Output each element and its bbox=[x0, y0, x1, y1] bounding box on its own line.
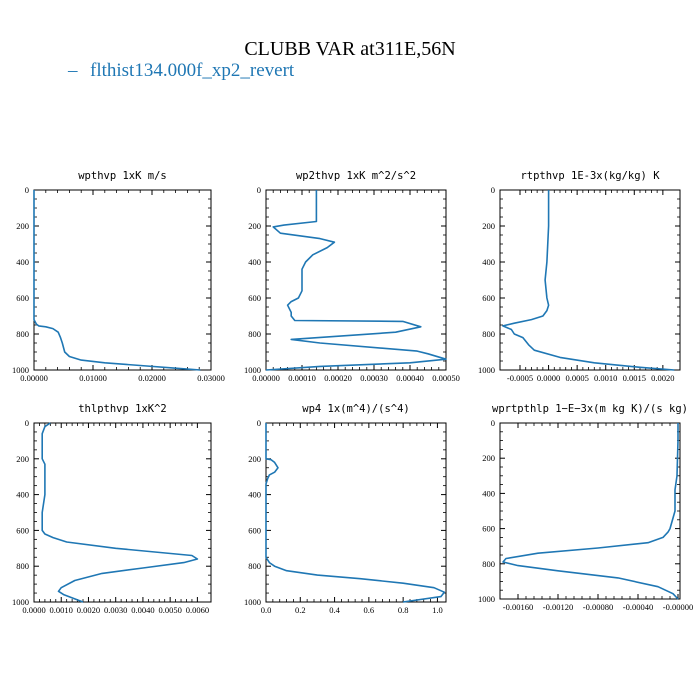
panel-title: wp2thvp 1xK m^2/s^2 bbox=[296, 170, 416, 182]
x-tick-label: -0.00000 bbox=[663, 602, 693, 612]
panel-0: wpthvp 1xK m/s 0.00000 0.01000 0.02000 0.030… bbox=[12, 170, 225, 383]
y-tick-label: 200 bbox=[248, 454, 261, 464]
x-tick-label: 1.0 bbox=[432, 605, 443, 615]
panel-title: wpthvp 1xK m/s bbox=[78, 170, 167, 182]
x-tick-label: 0.00040 bbox=[396, 373, 424, 383]
x-tick-label: 0.0010 bbox=[594, 373, 617, 383]
y-tick-label: 600 bbox=[248, 525, 261, 535]
x-tick-label: 0.00000 bbox=[252, 373, 280, 383]
plot-frame bbox=[265, 422, 447, 603]
x-tick-label: -0.0005 bbox=[507, 373, 533, 383]
y-tick-label: 1000 bbox=[478, 594, 495, 604]
y-tick-label: 200 bbox=[16, 454, 29, 464]
y-tick-label: 0 bbox=[25, 185, 29, 195]
y-tick-label: 600 bbox=[16, 293, 29, 303]
x-tick-label: -0.00160 bbox=[503, 602, 533, 612]
x-tick-label: 0.0020 bbox=[77, 605, 100, 615]
x-tick-label: 0.8 bbox=[398, 605, 409, 615]
legend: – flthist134.000f_xp2_revert bbox=[67, 60, 295, 81]
x-tick-label: 0.00030 bbox=[360, 373, 388, 383]
panel-2: rtpthvp 1E-3x(kg/kg) K -0.0005 0.0000 0.000… bbox=[478, 170, 681, 383]
x-tick-label: 0.01000 bbox=[79, 373, 107, 383]
y-tick-label: 0 bbox=[491, 185, 495, 195]
y-tick-label: 1000 bbox=[12, 365, 29, 375]
series-line bbox=[33, 190, 201, 371]
panel-title: wprtpthlp 1−E−3x(m kg K)/(s kg) bbox=[492, 403, 688, 415]
y-tick-label: 400 bbox=[16, 490, 29, 500]
y-tick-label: 1000 bbox=[12, 597, 29, 607]
series-line bbox=[265, 423, 446, 603]
x-tick-label: 0.0 bbox=[261, 605, 272, 615]
y-tick-label: 1000 bbox=[478, 365, 495, 375]
panel-title: thlpthvp 1xK^2 bbox=[78, 403, 167, 415]
x-tick-label: 0.4 bbox=[329, 605, 340, 615]
x-tick-label: 0.0060 bbox=[186, 605, 209, 615]
y-tick-label: 800 bbox=[482, 559, 495, 569]
x-tick-label: 0.02000 bbox=[138, 373, 166, 383]
panel-5: wprtpthlp 1−E−3x(m kg K)/(s kg)-0.00160-… bbox=[478, 403, 693, 612]
x-tick-label: -0.00120 bbox=[543, 602, 573, 612]
x-tick-label: 0.6 bbox=[364, 605, 375, 615]
x-tick-label: 0.03000 bbox=[197, 373, 225, 383]
x-tick-label: 0.2 bbox=[295, 605, 306, 615]
y-tick-label: 800 bbox=[248, 561, 261, 571]
plot-frame bbox=[265, 189, 447, 371]
x-tick-label: 0.0005 bbox=[565, 373, 588, 383]
plot-frame bbox=[499, 422, 681, 600]
panel-1: wp2thvp 1xK m^2/s^2 0.00000 0.00010 0.00020… bbox=[244, 170, 460, 383]
x-tick-label: 0.00020 bbox=[324, 373, 352, 383]
y-tick-label: 400 bbox=[16, 257, 29, 267]
y-tick-label: 0 bbox=[257, 185, 261, 195]
y-tick-label: 800 bbox=[16, 329, 29, 339]
x-tick-label: 0.0000 bbox=[22, 605, 45, 615]
x-tick-label: -0.00040 bbox=[623, 602, 653, 612]
series-line bbox=[41, 422, 199, 603]
y-tick-label: 0 bbox=[257, 418, 261, 428]
x-tick-label: 0.0050 bbox=[158, 605, 181, 615]
y-tick-label: 600 bbox=[248, 293, 261, 303]
legend-label: flthist134.000f_xp2_revert bbox=[90, 60, 295, 81]
y-tick-label: 800 bbox=[16, 561, 29, 571]
figure-title: CLUBB VAR at311E,56N bbox=[244, 38, 455, 60]
x-tick-label: -0.00080 bbox=[583, 602, 613, 612]
y-tick-label: 400 bbox=[482, 257, 495, 267]
plot-frame bbox=[33, 189, 212, 371]
y-tick-label: 200 bbox=[16, 221, 29, 231]
y-tick-label: 800 bbox=[482, 329, 495, 339]
y-tick-label: 200 bbox=[248, 221, 261, 231]
series-line bbox=[502, 423, 679, 600]
plot-frame bbox=[33, 422, 212, 603]
x-tick-label: 0.0040 bbox=[131, 605, 154, 615]
y-tick-label: 0 bbox=[25, 418, 29, 428]
y-tick-label: 600 bbox=[16, 525, 29, 535]
y-tick-label: 400 bbox=[482, 488, 495, 498]
y-tick-label: 1000 bbox=[244, 365, 261, 375]
y-tick-label: 800 bbox=[248, 329, 261, 339]
x-tick-label: 0.0000 bbox=[537, 373, 560, 383]
y-tick-label: 400 bbox=[248, 490, 261, 500]
y-tick-label: 200 bbox=[482, 221, 495, 231]
x-tick-label: 0.00050 bbox=[432, 373, 460, 383]
panels: wpthvp 1xK m/s0.00000 0.01000 0.02000 0.030… bbox=[12, 170, 693, 615]
x-tick-label: 0.00010 bbox=[288, 373, 316, 383]
panel-title: wp4 1x(m^4)/(s^4) bbox=[302, 403, 409, 415]
x-tick-label: 0.0020 bbox=[651, 373, 674, 383]
panel-3: thlpthvp 1xK^2 0.0000 0.0010 0.0020 0.0030 0.… bbox=[12, 403, 212, 615]
y-tick-label: 600 bbox=[482, 524, 495, 534]
x-tick-label: 0.0015 bbox=[623, 373, 646, 383]
series-line bbox=[502, 190, 675, 371]
y-tick-label: 600 bbox=[482, 293, 495, 303]
y-tick-label: 400 bbox=[248, 257, 261, 267]
x-tick-label: 0.0030 bbox=[104, 605, 127, 615]
y-tick-label: 200 bbox=[482, 453, 495, 463]
panel-title: rtpthvp 1E-3x(kg/kg) K bbox=[520, 170, 660, 182]
x-tick-label: 0.0010 bbox=[50, 605, 73, 615]
panel-4: wp4 1x(m^4)/(s^4) 0.0 0.2 0.4 0.6 0.8 1.0 0 200 4… bbox=[244, 403, 447, 615]
series-line bbox=[265, 190, 447, 371]
y-tick-label: 1000 bbox=[244, 597, 261, 607]
x-tick-label: 0.00000 bbox=[20, 373, 48, 383]
y-tick-label: 0 bbox=[491, 418, 495, 428]
legend-marker: – bbox=[67, 60, 78, 81]
